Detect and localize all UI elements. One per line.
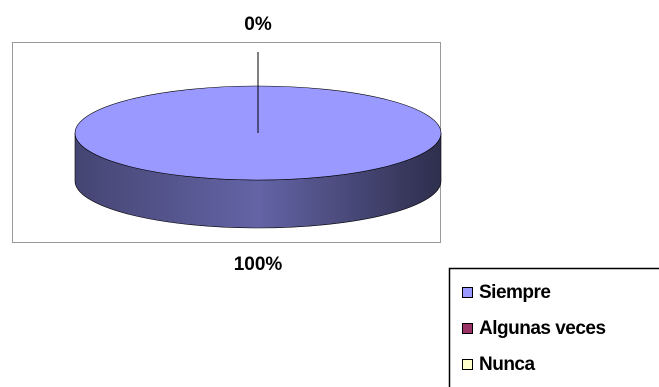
data-label: 100% (234, 254, 283, 275)
pie-side-shade (75, 133, 441, 228)
legend-label: Algunas veces (479, 318, 606, 339)
legend-box (448, 267, 659, 387)
legend-label: Siempre (479, 282, 550, 303)
data-label: 0% (244, 14, 272, 35)
legend-label: Nunca (479, 354, 536, 375)
legend-swatch (462, 323, 473, 334)
legend-swatch (462, 359, 473, 370)
legend-swatch (462, 287, 473, 298)
